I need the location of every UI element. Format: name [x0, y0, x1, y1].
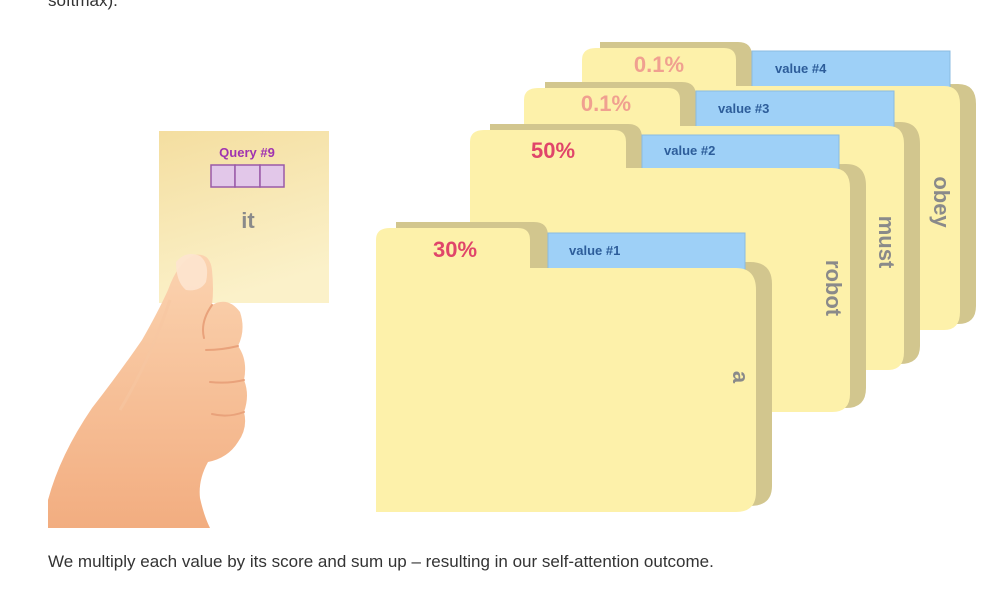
folder-1: 30% value #1 a: [376, 222, 772, 512]
top-text-fragment: softmax).: [48, 0, 118, 10]
value-label-2: value #2: [664, 143, 715, 158]
word-3: must: [874, 216, 899, 269]
query-word: it: [241, 208, 255, 233]
value-label-4: value #4: [775, 61, 827, 76]
value-label-3: value #3: [718, 101, 769, 116]
attention-folders-diagram: 0.1% value #4 obey 0.1% value #3 must 50…: [48, 42, 976, 529]
score-3: 0.1%: [581, 91, 631, 116]
word-1: a: [728, 371, 753, 384]
score-4: 0.1%: [634, 52, 684, 77]
value-label-1: value #1: [569, 243, 620, 258]
word-2: robot: [821, 260, 846, 317]
query-title: Query #9: [219, 145, 275, 160]
caption: We multiply each value by its score and …: [48, 552, 714, 571]
score-1: 30%: [433, 237, 477, 262]
word-4: obey: [929, 176, 954, 228]
query-vector: [210, 164, 285, 188]
hand-holding-card-icon: [48, 254, 247, 529]
score-2: 50%: [531, 138, 575, 163]
